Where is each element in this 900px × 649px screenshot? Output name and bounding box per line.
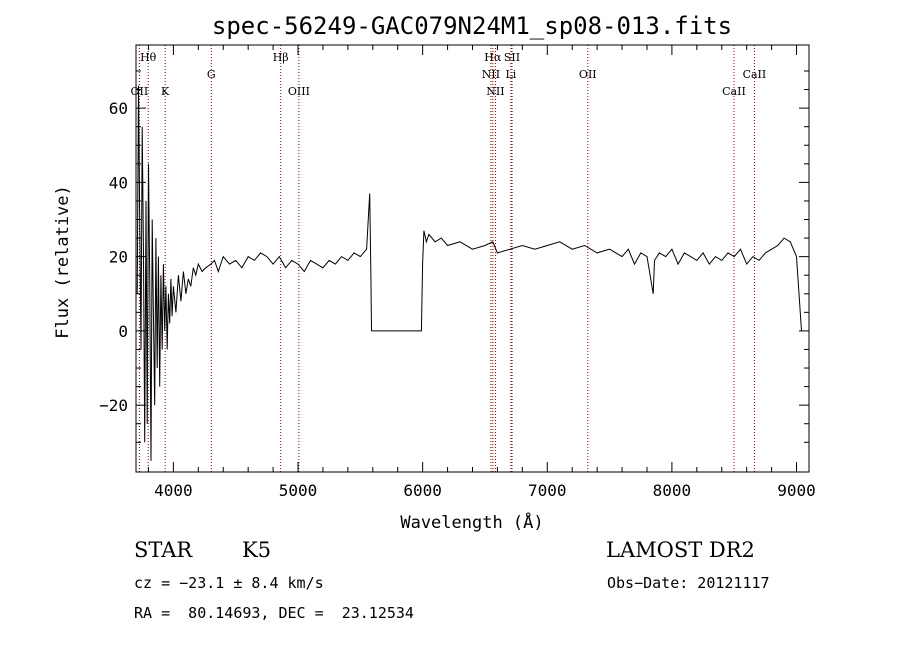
x-tick-label: 7000 bbox=[528, 481, 567, 500]
line-marker-label: Hα bbox=[484, 51, 502, 64]
x-tick-label: 9000 bbox=[777, 481, 816, 500]
redshift-cz: cz = −23.1 ± 8.4 km/s bbox=[134, 574, 324, 592]
line-marker-label: K bbox=[161, 85, 170, 98]
line-marker-label: Li bbox=[505, 68, 516, 81]
line-marker-label: Hθ bbox=[140, 51, 157, 64]
spectrum-line bbox=[136, 85, 802, 461]
line-marker-label: NII bbox=[486, 85, 504, 98]
y-axis: −20 0 20 40 60 bbox=[99, 70, 809, 443]
y-tick-label: −20 bbox=[99, 396, 128, 415]
y-tick-label: 60 bbox=[109, 99, 128, 118]
line-marker-label: OII bbox=[579, 68, 597, 81]
x-axis-label: Wavelength (Å) bbox=[400, 511, 543, 533]
x-tick-label: 6000 bbox=[403, 481, 442, 500]
y-tick-label: 0 bbox=[118, 322, 128, 341]
y-axis-label: Flux (relative) bbox=[53, 185, 73, 339]
line-markers: Hθ OII K G Hβ OIII Hα NII NII SII Li OII CaII CaII bbox=[131, 45, 767, 472]
survey-name: LAMOST DR2 bbox=[606, 538, 755, 562]
y-tick-label: 40 bbox=[109, 173, 128, 192]
y-tick-label: 20 bbox=[109, 248, 128, 267]
coordinates: RA = 80.14693, DEC = 23.12534 bbox=[134, 604, 414, 622]
line-marker-label: CaII bbox=[743, 68, 767, 81]
chart-title: spec-56249-GAC079N24M1_sp08-013.fits bbox=[212, 12, 732, 40]
x-tick-label: 8000 bbox=[653, 481, 692, 500]
line-marker-label: NII bbox=[482, 68, 500, 81]
obs-date: Obs−Date: 20121117 bbox=[607, 574, 770, 592]
line-marker-label: Hβ bbox=[273, 51, 289, 64]
line-marker-label: SII bbox=[504, 51, 520, 64]
series-group bbox=[136, 85, 802, 461]
line-marker-label: OII bbox=[131, 85, 149, 98]
x-axis: 4000 5000 6000 7000 8000 9000 bbox=[147, 45, 816, 500]
line-marker-label: G bbox=[207, 68, 216, 81]
plot-frame bbox=[135, 44, 810, 473]
line-marker-label: OIII bbox=[288, 85, 310, 98]
x-tick-label: 4000 bbox=[154, 481, 193, 500]
line-marker-label: CaII bbox=[722, 85, 746, 98]
x-tick-label: 5000 bbox=[279, 481, 318, 500]
object-class: STAR bbox=[134, 538, 193, 562]
object-subclass: K5 bbox=[242, 538, 272, 562]
